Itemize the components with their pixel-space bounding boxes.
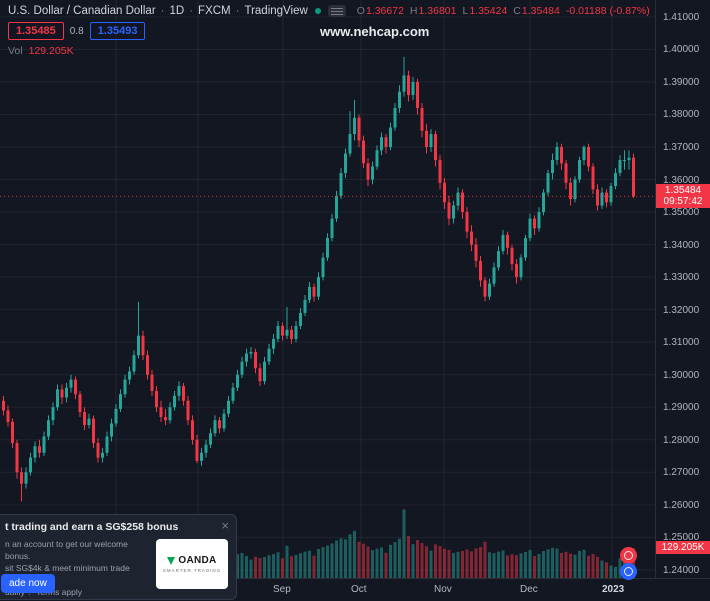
- volume-axis-tag: 129.205K: [656, 541, 710, 555]
- oanda-logo: OANDA SMARTER TRADING: [156, 539, 228, 589]
- candlestick-chart-canvas[interactable]: [0, 0, 655, 578]
- separator-dot: ·: [160, 5, 165, 17]
- price-axis-label: 1.24000: [663, 564, 700, 576]
- volume-value: 129.205K: [28, 45, 74, 57]
- promo-title: t trading and earn a SG$258 bonus: [5, 521, 179, 533]
- exchange-label: FXCM: [198, 5, 231, 17]
- price-axis-label: 1.38000: [663, 109, 700, 121]
- sell-bubble-button[interactable]: [620, 547, 637, 564]
- price-axis-label: 1.32000: [663, 304, 700, 316]
- close-value: 1.35484: [521, 5, 560, 17]
- price-axis-label: 1.34000: [663, 239, 700, 251]
- blue-ring-icon: [624, 567, 633, 576]
- open-value: 1.36672: [365, 5, 404, 17]
- price-axis-label: 1.30000: [663, 369, 700, 381]
- price-axis-label: 1.39000: [663, 76, 700, 88]
- price-axis-label: 1.36000: [663, 174, 700, 186]
- interval-label[interactable]: 1D: [169, 5, 185, 17]
- quote-row: 1.35485 0.8 1.35493: [8, 22, 650, 40]
- chart-legend: U.S. Dollar / Canadian Dollar · 1D · FXC…: [8, 5, 650, 57]
- time-axis-label: Oct: [351, 584, 367, 595]
- time-axis-label: 2023: [602, 584, 625, 595]
- market-open-dot-icon: [314, 8, 321, 14]
- time-axis-label: Nov: [434, 584, 452, 595]
- price-axis-label: 1.37000: [663, 142, 700, 154]
- change-value: -0.01188 (-0.87%): [565, 5, 650, 17]
- symbol-row: U.S. Dollar / Canadian Dollar · 1D · FXC…: [8, 5, 650, 17]
- price-axis-label: 1.41000: [663, 11, 700, 23]
- buy-price-button[interactable]: 1.35493: [89, 22, 146, 40]
- bar-countdown: 09:57:42: [663, 196, 703, 208]
- price-axis-label: 1.28000: [663, 434, 700, 446]
- ohlc-values: O 1.36672 H 1.36801 L 1.35424 C 1.35484 -0.0…: [356, 5, 650, 17]
- price-axis-label: 1.40000: [663, 44, 700, 56]
- watermark-url: www.nehcap.com: [320, 24, 430, 39]
- low-value: 1.35424: [469, 5, 508, 17]
- price-axis-label: 1.29000: [663, 402, 700, 414]
- price-axis-label: 1.31000: [663, 337, 700, 349]
- price-axis-label: 1.33000: [663, 272, 700, 284]
- high-value: 1.36801: [418, 5, 457, 17]
- last-price-value: 1.35484: [664, 185, 702, 197]
- close-icon[interactable]: ×: [221, 518, 229, 533]
- separator-dot: ·: [189, 5, 194, 17]
- buy-bubble-button[interactable]: [620, 563, 637, 580]
- time-axis-label: Sep: [273, 584, 291, 595]
- symbol-title[interactable]: U.S. Dollar / Canadian Dollar: [8, 5, 156, 17]
- separator-dot: ·: [235, 5, 240, 17]
- spread-value: 0.8: [69, 25, 84, 37]
- price-axis-label: 1.27000: [663, 467, 700, 479]
- price-axis-label: 1.35000: [663, 207, 700, 219]
- promo-popup-oanda: t trading and earn a SG$258 bonus × n an…: [0, 514, 237, 600]
- oanda-mark-icon: [167, 556, 176, 565]
- price-axis-label: 1.26000: [663, 499, 700, 511]
- price-axis-label: 1.25000: [663, 532, 700, 544]
- time-axis-label: Dec: [520, 584, 538, 595]
- last-price-tag: 1.35484 09:57:42: [656, 184, 710, 209]
- red-ring-icon: [624, 551, 633, 560]
- volume-label[interactable]: Vol: [8, 45, 23, 57]
- trade-now-button[interactable]: ade now: [1, 574, 55, 593]
- sell-price-button[interactable]: 1.35485: [8, 22, 64, 40]
- price-axis[interactable]: 1.35484 09:57:42 129.205K 1.41000 1.40000…: [655, 0, 710, 578]
- volume-row: Vol 129.205K: [8, 45, 650, 57]
- brand-label: TradingView: [244, 5, 308, 17]
- legend-menu-icon[interactable]: [327, 5, 346, 17]
